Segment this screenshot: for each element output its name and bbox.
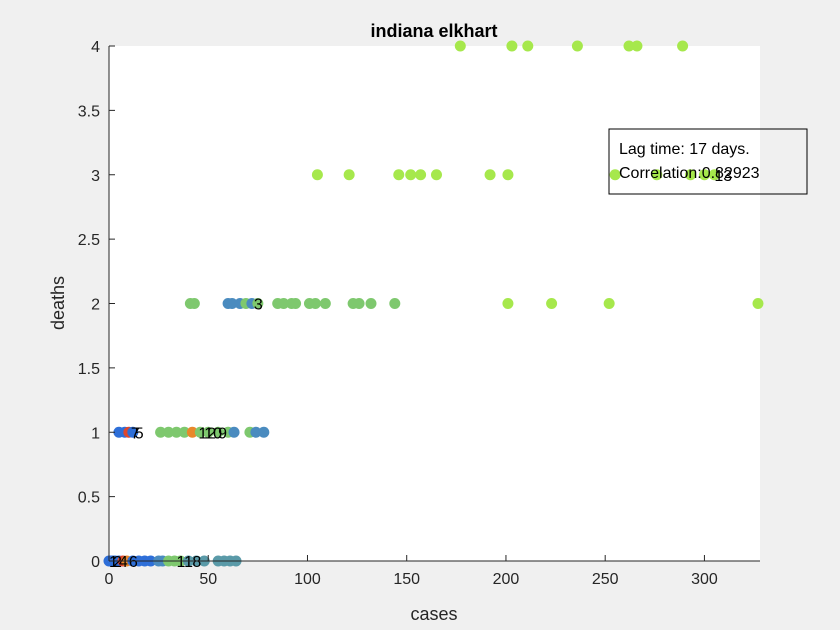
data-point — [405, 169, 417, 181]
data-point — [202, 426, 214, 438]
y-tick-label: 0.5 — [78, 490, 100, 507]
data-point — [631, 40, 643, 52]
data-point — [393, 169, 405, 181]
y-tick-label: 1 — [91, 425, 100, 442]
data-point — [258, 426, 270, 438]
data-point — [353, 298, 365, 309]
data-point — [454, 40, 466, 52]
data-point — [685, 169, 697, 181]
x-tick-label: 150 — [393, 571, 420, 588]
data-point — [609, 169, 621, 181]
data-point — [708, 169, 720, 181]
data-point — [484, 169, 496, 181]
y-tick-label: 2 — [91, 297, 100, 314]
data-point — [571, 40, 583, 52]
point-label: 8 — [192, 554, 201, 571]
x-tick-label: 0 — [105, 571, 114, 588]
x-tick-label: 50 — [199, 571, 217, 588]
point-label: 12 — [198, 425, 216, 442]
data-point — [603, 298, 615, 309]
data-point — [522, 40, 534, 52]
point-label: 7 — [131, 425, 140, 442]
data-point — [226, 298, 238, 309]
data-point — [309, 298, 321, 309]
data-point — [188, 298, 200, 309]
data-point — [155, 426, 167, 438]
chart-title: indiana elkhart — [370, 21, 497, 41]
y-tick-label: 0 — [91, 554, 100, 571]
data-point — [415, 169, 427, 181]
data-point — [389, 298, 401, 309]
data-points — [103, 40, 764, 567]
data-point — [212, 426, 224, 438]
data-point — [752, 298, 764, 309]
point-label: 5 — [135, 425, 144, 442]
data-point — [186, 426, 198, 438]
data-point — [194, 426, 206, 438]
y-tick-label: 2.5 — [78, 232, 100, 249]
point-label: 9 — [218, 425, 227, 442]
data-point — [252, 298, 264, 309]
point-label: 10 — [204, 425, 222, 442]
y-tick-label: 4 — [91, 39, 100, 56]
data-point — [506, 40, 518, 52]
point-label: 3 — [254, 297, 263, 314]
y-tick-label: 1.5 — [78, 361, 100, 378]
data-point — [170, 426, 182, 438]
point-label: 6 — [129, 554, 138, 571]
legend-lag-time: Lag time: 17 days. — [619, 141, 750, 158]
point-label: 2 — [113, 554, 122, 571]
data-point — [127, 426, 139, 438]
data-point — [546, 298, 558, 309]
y-axis-label: deaths — [48, 276, 68, 330]
legend-correlation: Correlation:0.82923 — [619, 165, 760, 182]
data-point — [365, 298, 377, 309]
x-tick-label: 100 — [294, 571, 321, 588]
data-point — [651, 169, 663, 181]
data-point — [250, 426, 262, 438]
legend-box: Lag time: 17 days. Correlation:0.82923 — [608, 128, 808, 195]
data-point — [163, 426, 175, 438]
legend-border — [608, 128, 808, 195]
point-label: 11 — [176, 554, 193, 571]
data-point — [343, 169, 355, 181]
data-point — [228, 426, 240, 438]
data-point — [290, 298, 302, 309]
x-tick-label: 200 — [493, 571, 520, 588]
data-point — [698, 169, 710, 181]
data-point — [502, 169, 514, 181]
x-axis-label: cases — [410, 604, 457, 624]
data-point — [623, 40, 635, 52]
data-point — [311, 169, 323, 181]
tick-labels: 0 50 100 150 200 250 300 0 0.5 1 1.5 2 2.5 3 3.5 4 — [78, 39, 718, 588]
x-tick-label: 250 — [592, 571, 619, 588]
axes — [108, 45, 760, 562]
data-point — [430, 169, 442, 181]
data-point — [178, 426, 190, 438]
data-point — [278, 298, 290, 309]
y-tick-label: 3.5 — [78, 103, 100, 120]
point-label: 13 — [714, 168, 732, 185]
point-label: 4 — [119, 554, 128, 571]
data-point — [502, 298, 514, 309]
x-tick-label: 300 — [691, 571, 718, 588]
plot-area — [109, 46, 760, 561]
data-point — [677, 40, 689, 52]
y-tick-label: 3 — [91, 168, 100, 185]
point-label: 1 — [109, 554, 118, 571]
data-point — [319, 298, 331, 309]
